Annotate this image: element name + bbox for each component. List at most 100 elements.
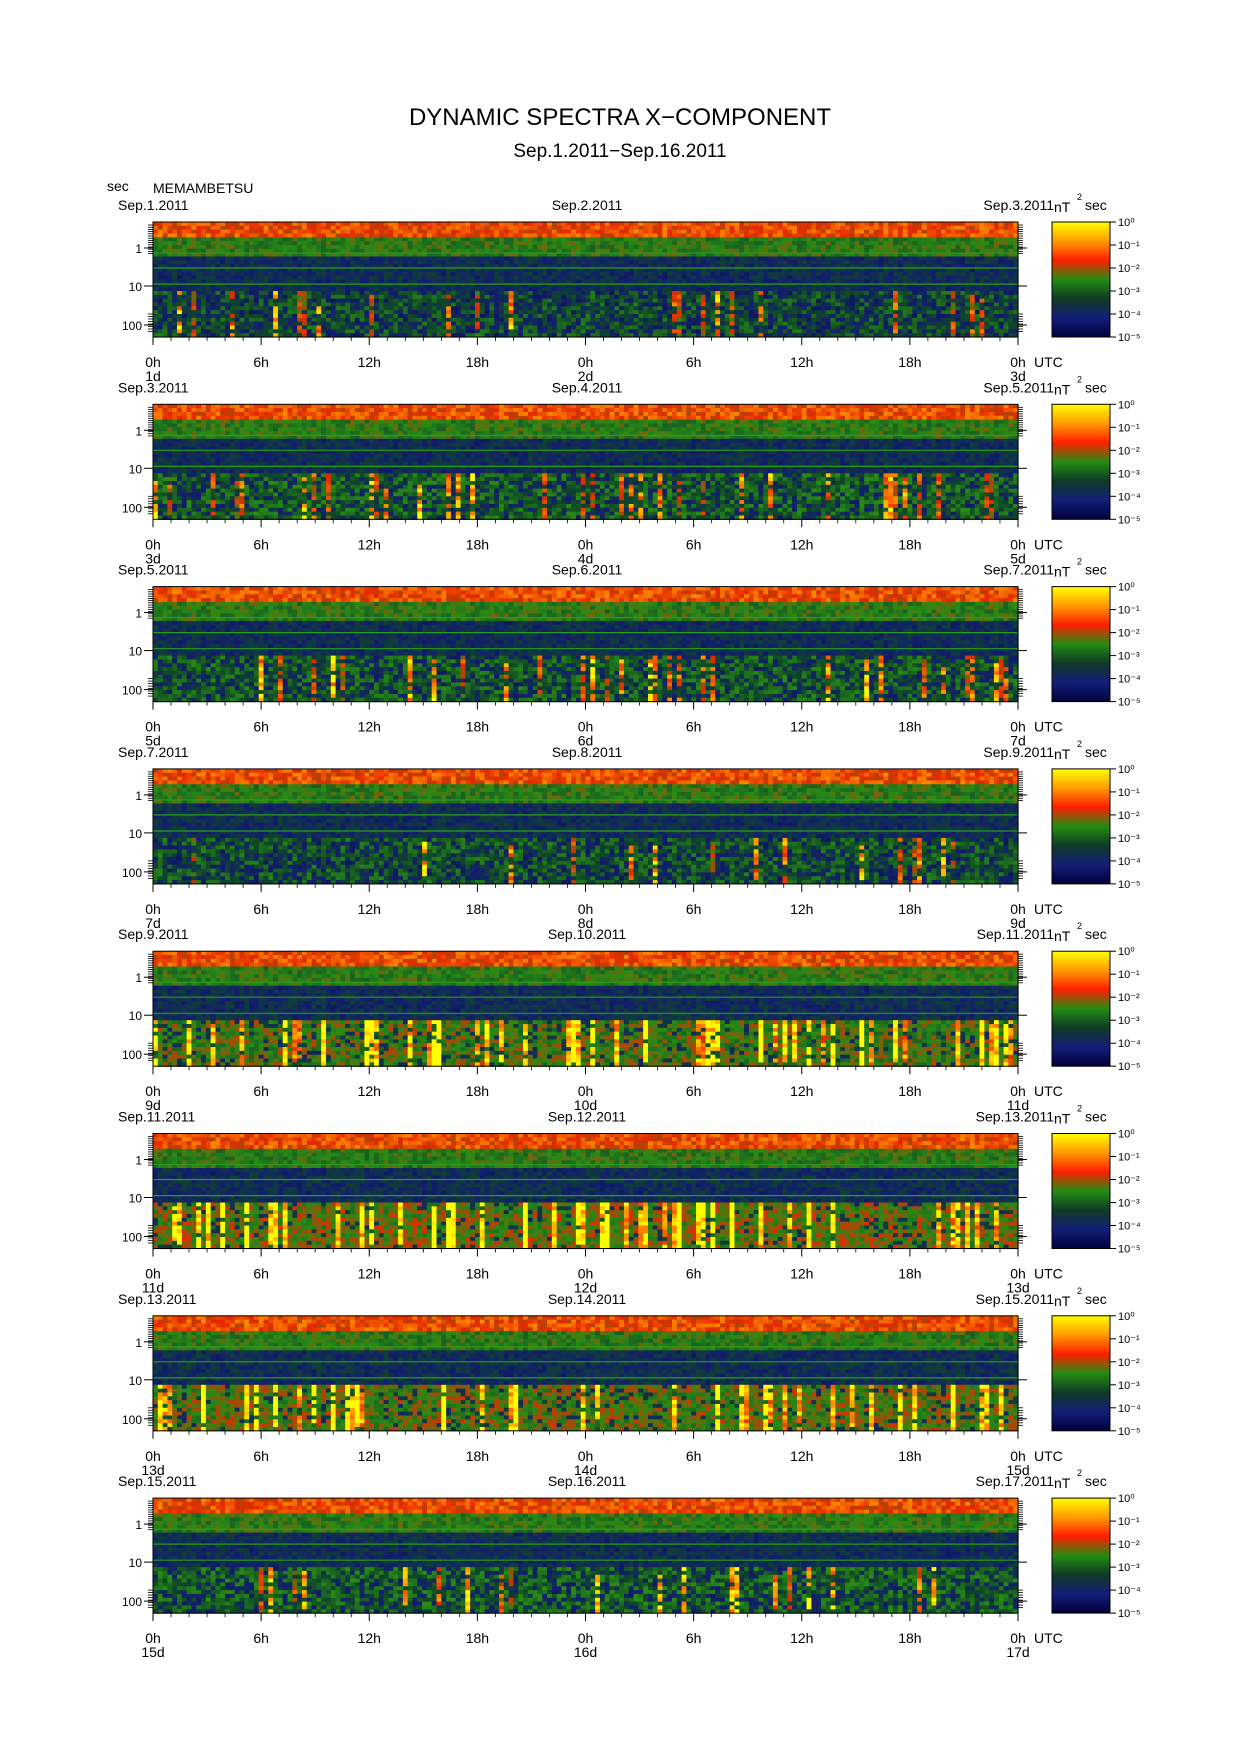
spectrogram-cell	[331, 260, 336, 264]
spectrogram-cell	[600, 299, 605, 303]
spectrogram-cell	[321, 276, 326, 280]
spectrogram-cell	[518, 318, 523, 322]
spectrogram-cell	[600, 230, 605, 234]
spectrogram-cell	[610, 226, 615, 230]
spectrogram-cell	[451, 310, 456, 314]
spectrogram-cell	[398, 268, 403, 272]
spectrogram-cell	[384, 272, 389, 276]
spectrogram-cell	[215, 260, 220, 264]
spectrogram-cell	[312, 326, 317, 330]
spectrogram-cell	[629, 276, 634, 280]
spectrogram-cell	[403, 241, 408, 245]
spectrogram-cell	[230, 291, 235, 295]
spectrogram-cell	[191, 234, 196, 238]
spectrogram-cell	[259, 226, 264, 230]
spectrogram-cell	[499, 329, 504, 333]
spectrogram-cell	[542, 222, 547, 226]
spectrogram-cell	[153, 245, 158, 249]
spectrogram-cell	[172, 306, 177, 310]
spectrogram-cell	[437, 257, 442, 261]
spectrogram-cell	[557, 295, 562, 299]
spectrogram-cell	[187, 241, 192, 245]
spectrogram-cell	[600, 257, 605, 261]
spectrogram-cell	[211, 291, 216, 295]
spectrogram-cell	[513, 303, 518, 307]
spectrogram-cell	[364, 241, 369, 245]
spectrogram-cell	[619, 295, 624, 299]
spectrogram-cell	[240, 314, 245, 318]
spectrogram-cell	[288, 272, 293, 276]
spectrogram-cell	[340, 322, 345, 326]
spectrogram-cell	[340, 234, 345, 238]
spectrogram-cell	[360, 287, 365, 291]
spectrogram-cell	[494, 241, 499, 245]
spectrogram-cell	[528, 291, 533, 295]
spectrogram-cell	[624, 295, 629, 299]
spectrogram-cell	[437, 268, 442, 272]
spectrogram-cell	[595, 241, 600, 245]
spectrogram-cell	[576, 291, 581, 295]
spectrogram-cell	[480, 322, 485, 326]
spectrogram-cell	[403, 257, 408, 261]
spectrogram-cell	[350, 326, 355, 330]
spectrogram-cell	[566, 310, 571, 314]
spectrogram-cell	[518, 291, 523, 295]
spectrogram-cell	[350, 295, 355, 299]
spectrogram-cell	[557, 306, 562, 310]
spectrogram-cell	[432, 234, 437, 238]
spectrogram-cell	[566, 226, 571, 230]
spectrogram-cell	[235, 257, 240, 261]
spectrogram-cell	[456, 280, 461, 284]
spectrogram-cell	[336, 241, 341, 245]
spectrogram-cell	[369, 314, 374, 318]
spectrogram-cell	[259, 329, 264, 333]
spectrogram-cell	[634, 234, 639, 238]
spectrogram-cell	[509, 318, 514, 322]
spectrogram-cell	[456, 306, 461, 310]
spectrogram-cell	[316, 260, 321, 264]
spectrogram-cell	[384, 329, 389, 333]
spectrogram-cell	[211, 276, 216, 280]
spectrogram-cell	[509, 268, 514, 272]
spectrogram-cell	[441, 260, 446, 264]
spectrogram-cell	[172, 303, 177, 307]
spectrogram-cell	[470, 226, 475, 230]
spectrogram-cell	[561, 310, 566, 314]
spectrogram-cell	[340, 226, 345, 230]
spectrogram-cell	[461, 326, 466, 330]
spectrogram-cell	[163, 241, 168, 245]
spectrogram-cell	[523, 322, 528, 326]
spectrogram-cell	[153, 322, 158, 326]
spectrogram-cell	[384, 280, 389, 284]
spectrogram-cell	[528, 295, 533, 299]
spectrogram-cell	[196, 237, 201, 241]
spectrogram-cell	[278, 322, 283, 326]
spectrogram-cell	[326, 326, 331, 330]
spectrogram-cell	[432, 299, 437, 303]
spectrogram-cell	[326, 234, 331, 238]
spectrogram-cell	[566, 241, 571, 245]
spectrogram-cell	[590, 322, 595, 326]
spectrogram-cell	[581, 280, 586, 284]
spectrogram-cell	[215, 268, 220, 272]
spectrogram-cell	[283, 268, 288, 272]
spectrogram-cell	[432, 257, 437, 261]
spectrogram-cell	[456, 268, 461, 272]
spectrogram-cell	[163, 260, 168, 264]
spectrogram-cell	[163, 329, 168, 333]
spectrogram-cell	[494, 310, 499, 314]
spectrogram-cell	[461, 322, 466, 326]
spectrogram-cell	[600, 306, 605, 310]
spectrogram-cell	[461, 310, 466, 314]
spectrogram-cell	[581, 303, 586, 307]
spectrogram-cell	[552, 234, 557, 238]
spectrogram-cell	[350, 329, 355, 333]
spectrogram-cell	[364, 295, 369, 299]
spectrogram-cell	[552, 295, 557, 299]
spectrogram-cell	[456, 245, 461, 249]
spectrogram-cell	[220, 310, 225, 314]
spectrogram-cell	[163, 318, 168, 322]
spectrogram-cell	[489, 260, 494, 264]
spectrogram-cell	[283, 326, 288, 330]
spectrogram-cell	[561, 306, 566, 310]
